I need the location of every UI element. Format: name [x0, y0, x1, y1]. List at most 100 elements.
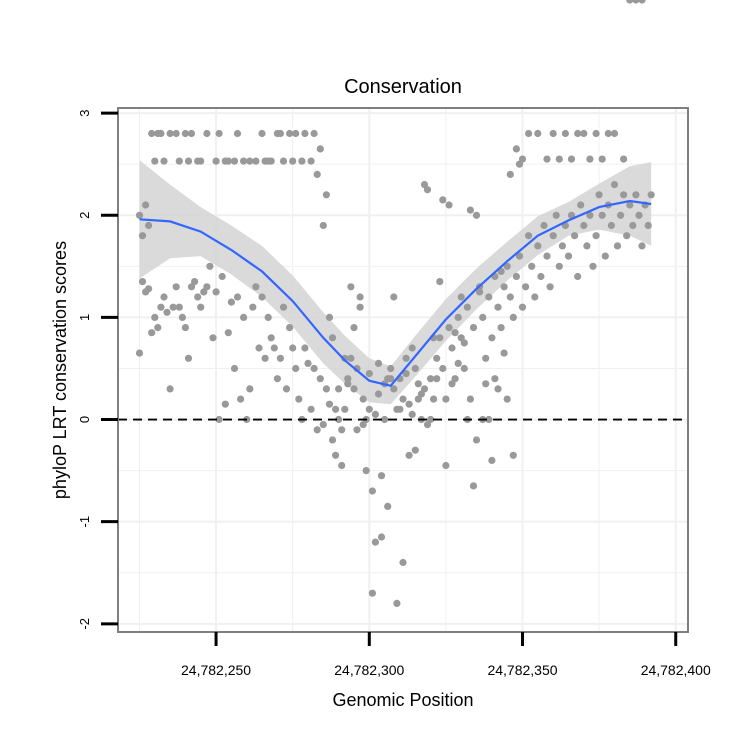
y-tick-label: 0	[77, 416, 92, 423]
data-point	[500, 283, 508, 291]
data-point	[629, 221, 637, 230]
data-point	[589, 262, 597, 270]
data-point	[221, 400, 229, 408]
panel-border	[117, 107, 689, 633]
data-point	[252, 157, 260, 165]
data-point	[387, 375, 395, 383]
data-point	[191, 278, 199, 286]
data-point	[476, 288, 484, 296]
data-point	[325, 313, 334, 321]
data-point	[620, 191, 628, 199]
data-point	[166, 385, 174, 393]
data-point	[610, 181, 619, 189]
data-point	[169, 303, 177, 311]
data-point	[586, 211, 594, 219]
data-point	[626, 0, 634, 4]
x-tick-label: 24,782,250	[181, 662, 251, 678]
plot-area: 24,782,250 24,782,300 24,782,350 24,782,400…	[77, 0, 711, 678]
data-point	[509, 313, 517, 321]
data-point	[558, 242, 567, 250]
data-point	[374, 390, 383, 398]
data-point	[574, 129, 582, 138]
data-point	[135, 211, 144, 219]
data-point	[469, 324, 478, 332]
data-point	[347, 354, 355, 362]
data-point	[203, 129, 211, 138]
data-point	[187, 129, 196, 138]
data-point	[417, 390, 425, 398]
data-point	[561, 129, 570, 138]
data-point	[607, 221, 616, 230]
data-point	[374, 359, 383, 367]
y-axis-label: phyloP LRT conservation scores	[50, 241, 70, 499]
data-point	[301, 129, 309, 138]
data-point	[390, 385, 398, 393]
data-point	[543, 252, 551, 260]
data-point	[194, 293, 202, 301]
data-point	[396, 405, 404, 413]
data-point	[381, 415, 389, 424]
data-point	[445, 324, 453, 332]
data-point	[304, 359, 312, 367]
data-point	[368, 589, 376, 597]
data-point	[178, 313, 186, 321]
data-point	[571, 232, 579, 240]
data-point	[197, 303, 205, 311]
data-point	[613, 242, 622, 250]
data-point	[638, 0, 646, 4]
y-tick-label: 3	[77, 109, 92, 116]
data-point	[212, 157, 220, 165]
data-point	[485, 415, 493, 424]
data-point	[316, 375, 324, 383]
data-point	[494, 303, 502, 311]
data-point	[488, 456, 496, 464]
data-point	[237, 395, 245, 403]
data-point	[482, 354, 490, 362]
data-point	[463, 303, 471, 311]
data-point	[356, 303, 364, 311]
data-point	[292, 364, 300, 373]
data-point	[522, 283, 530, 291]
data-point	[233, 129, 242, 138]
data-point	[313, 170, 321, 178]
data-point	[555, 262, 563, 270]
data-point	[518, 303, 527, 311]
data-point	[451, 329, 459, 337]
data-point	[341, 405, 349, 413]
data-point	[332, 405, 340, 413]
data-point	[157, 303, 165, 311]
data-point	[138, 232, 147, 240]
data-point	[145, 285, 153, 293]
data-point	[175, 157, 183, 165]
data-point	[632, 0, 640, 4]
data-point	[377, 472, 386, 480]
data-point	[289, 344, 297, 352]
data-point	[258, 129, 266, 138]
data-point	[261, 354, 269, 362]
data-point	[160, 293, 168, 301]
data-point	[439, 196, 447, 204]
data-point	[387, 364, 395, 373]
data-point	[172, 283, 180, 291]
data-point	[350, 385, 358, 393]
data-point	[460, 364, 468, 373]
data-point	[206, 262, 214, 270]
data-point	[197, 157, 205, 165]
data-point	[181, 324, 189, 332]
data-point	[427, 375, 435, 383]
data-point	[531, 293, 539, 301]
data-point	[264, 313, 272, 321]
data-point	[617, 211, 625, 219]
data-point	[528, 262, 536, 270]
data-point	[610, 129, 619, 138]
y-tick-label: 1	[77, 314, 92, 321]
data-point	[350, 324, 358, 332]
data-point	[209, 334, 217, 342]
data-point	[623, 232, 631, 240]
data-point	[549, 232, 557, 240]
data-point	[580, 221, 588, 230]
data-point	[135, 349, 144, 357]
data-point	[448, 344, 456, 352]
data-point	[647, 191, 655, 199]
data-point	[635, 211, 643, 219]
